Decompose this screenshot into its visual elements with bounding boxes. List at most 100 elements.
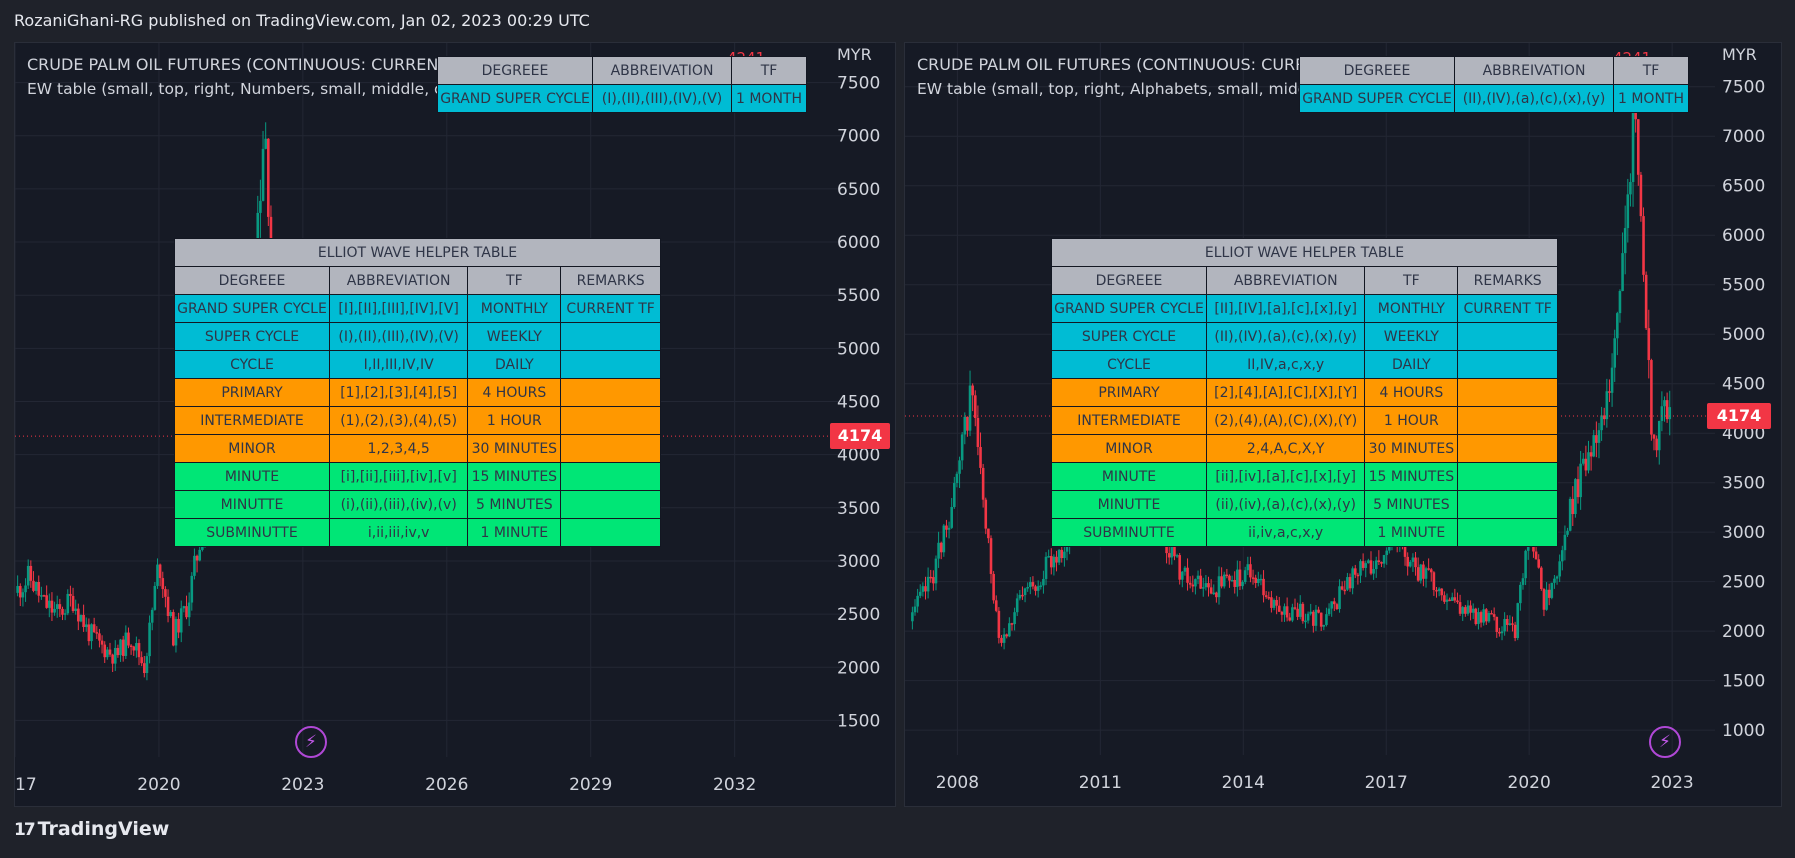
candle-body bbox=[1477, 612, 1480, 625]
candle-body bbox=[1587, 452, 1590, 471]
candle-body bbox=[1249, 564, 1252, 578]
table-row: MINUTTE (ii),(iv),(a),(c),(x),(y) 5 MINUTE… bbox=[1051, 490, 1558, 519]
candle-body bbox=[26, 565, 30, 586]
candle-body bbox=[1553, 578, 1556, 583]
cell-degree: MINUTTE bbox=[174, 490, 330, 519]
cell-degree: INTERMEDIATE bbox=[1051, 406, 1207, 435]
candle-body bbox=[911, 612, 914, 622]
candle-body bbox=[69, 593, 72, 596]
mini-header-degree: DEGREEE bbox=[437, 56, 593, 85]
indicator-subtitle: EW table (small, top, right, Alphabets, … bbox=[917, 80, 1388, 98]
cell-degree: GRAND SUPER CYCLE bbox=[174, 294, 330, 323]
candle-body bbox=[1322, 624, 1326, 627]
cell-degree: SUBMINUTTE bbox=[1051, 518, 1207, 547]
candle-body bbox=[1479, 612, 1483, 623]
candle-body bbox=[103, 644, 107, 658]
candle-body bbox=[32, 580, 35, 591]
candle-body bbox=[1228, 575, 1231, 581]
candle-body bbox=[1298, 603, 1302, 617]
candle-body bbox=[1167, 553, 1171, 558]
candle-body bbox=[1650, 360, 1653, 435]
candle-body bbox=[918, 591, 922, 596]
candle-body bbox=[261, 148, 265, 201]
cell-abbr: II,IV,a,c,x,y bbox=[1205, 350, 1366, 379]
candle-body bbox=[1652, 434, 1656, 439]
lightning-icon[interactable]: ⚡ bbox=[295, 726, 327, 758]
candle-body bbox=[1296, 608, 1299, 617]
candle-body bbox=[164, 589, 167, 597]
lightning-icon[interactable]: ⚡ bbox=[1649, 726, 1681, 758]
candle-body bbox=[132, 646, 136, 651]
cell-remarks bbox=[560, 406, 661, 435]
cell-abbr: (ii),(iv),(a),(c),(x),(y) bbox=[1205, 490, 1366, 519]
candle-body bbox=[1508, 623, 1512, 625]
mini-ew-table: DEGREEE ABBREIVATION TF GRAND SUPER CYCL… bbox=[1299, 56, 1689, 113]
y-tick-label: 2500 bbox=[1722, 573, 1765, 593]
candle-body bbox=[945, 525, 948, 530]
y-tick-label: 6500 bbox=[1722, 177, 1765, 197]
candle-body bbox=[1277, 605, 1281, 612]
candle-body bbox=[1170, 545, 1174, 558]
cell-remarks bbox=[560, 350, 661, 379]
cell-tf: DAILY bbox=[1364, 350, 1459, 379]
candle-body bbox=[1217, 576, 1221, 598]
candle-body bbox=[1445, 599, 1449, 602]
candle-body bbox=[153, 585, 157, 610]
candle-body bbox=[166, 596, 170, 616]
candle-body bbox=[1492, 614, 1496, 617]
candle-body bbox=[79, 614, 83, 622]
candle-body bbox=[1464, 607, 1467, 614]
y-tick-label: 3000 bbox=[1722, 523, 1765, 543]
cell-abbr: (1),(2),(3),(4),(5) bbox=[328, 406, 469, 435]
candle-body bbox=[1042, 578, 1045, 586]
table-title: ELLIOT WAVE HELPER TABLE bbox=[1051, 238, 1558, 267]
header-degree: DEGREEE bbox=[1051, 266, 1207, 295]
candle-body bbox=[1537, 559, 1541, 568]
candle-body bbox=[58, 604, 62, 609]
candle-body bbox=[1251, 577, 1255, 579]
candle-body bbox=[981, 467, 985, 500]
candle-body bbox=[1367, 560, 1370, 564]
candle-body bbox=[1629, 182, 1632, 195]
cell-degree: MINOR bbox=[174, 434, 330, 463]
cell-tf: WEEKLY bbox=[1364, 322, 1459, 351]
candle-body bbox=[161, 578, 165, 590]
chart-panel-right[interactable]: 1000 1500 2000 2500 3000 3500 4000 4500 5000 5500… bbox=[904, 42, 1782, 807]
table-row: PRIMARY [1],[2],[3],[4],[5] 4 HOURS bbox=[174, 378, 661, 407]
y-tick-label: 2000 bbox=[837, 658, 880, 678]
candle-body bbox=[966, 416, 969, 431]
candle-body bbox=[1403, 542, 1407, 557]
candle-body bbox=[1458, 602, 1462, 614]
candle-body bbox=[1665, 400, 1669, 420]
candle-body bbox=[1437, 588, 1441, 592]
y-tick-label: 2000 bbox=[1722, 622, 1765, 642]
x-tick-label: 2011 bbox=[1079, 773, 1122, 793]
chart-panel-left[interactable]: 1500 2000 2500 3000 3500 4000 4500 5000 5500 6000… bbox=[14, 42, 896, 807]
candle-body bbox=[1524, 550, 1527, 579]
cell-degree: MINUTTE bbox=[1051, 490, 1207, 519]
candle-body bbox=[1055, 556, 1058, 563]
table-row: GRAND SUPER CYCLE [I],[II],[III],[IV],[V]… bbox=[174, 294, 661, 323]
x-tick-label: 2017 bbox=[1365, 773, 1408, 793]
candle-body bbox=[1306, 613, 1310, 621]
candle-body bbox=[1461, 607, 1465, 614]
candle-body bbox=[193, 555, 196, 576]
candle-body bbox=[1309, 611, 1313, 614]
candle-body bbox=[1542, 588, 1546, 610]
cell-abbr: [II],[IV],[a],[c],[x],[y] bbox=[1205, 294, 1366, 323]
candle-body bbox=[1181, 571, 1184, 580]
cell-remarks bbox=[1457, 406, 1558, 435]
candle-body bbox=[1469, 605, 1472, 613]
candle-body bbox=[987, 528, 990, 539]
candle-body bbox=[140, 657, 143, 664]
candle-body bbox=[1534, 551, 1538, 560]
candle-body bbox=[50, 600, 54, 613]
tradingview-logo[interactable]: 17 TradingView bbox=[14, 818, 169, 840]
candle-body bbox=[1010, 623, 1014, 625]
mini-cell-abbr: (II),(IV),(a),(c),(x),(y) bbox=[1454, 84, 1614, 113]
candle-body bbox=[1272, 599, 1276, 608]
candle-body bbox=[1330, 601, 1333, 609]
candle-body bbox=[150, 609, 154, 623]
candle-body bbox=[1422, 564, 1425, 579]
cell-tf: 1 MINUTE bbox=[467, 518, 562, 547]
